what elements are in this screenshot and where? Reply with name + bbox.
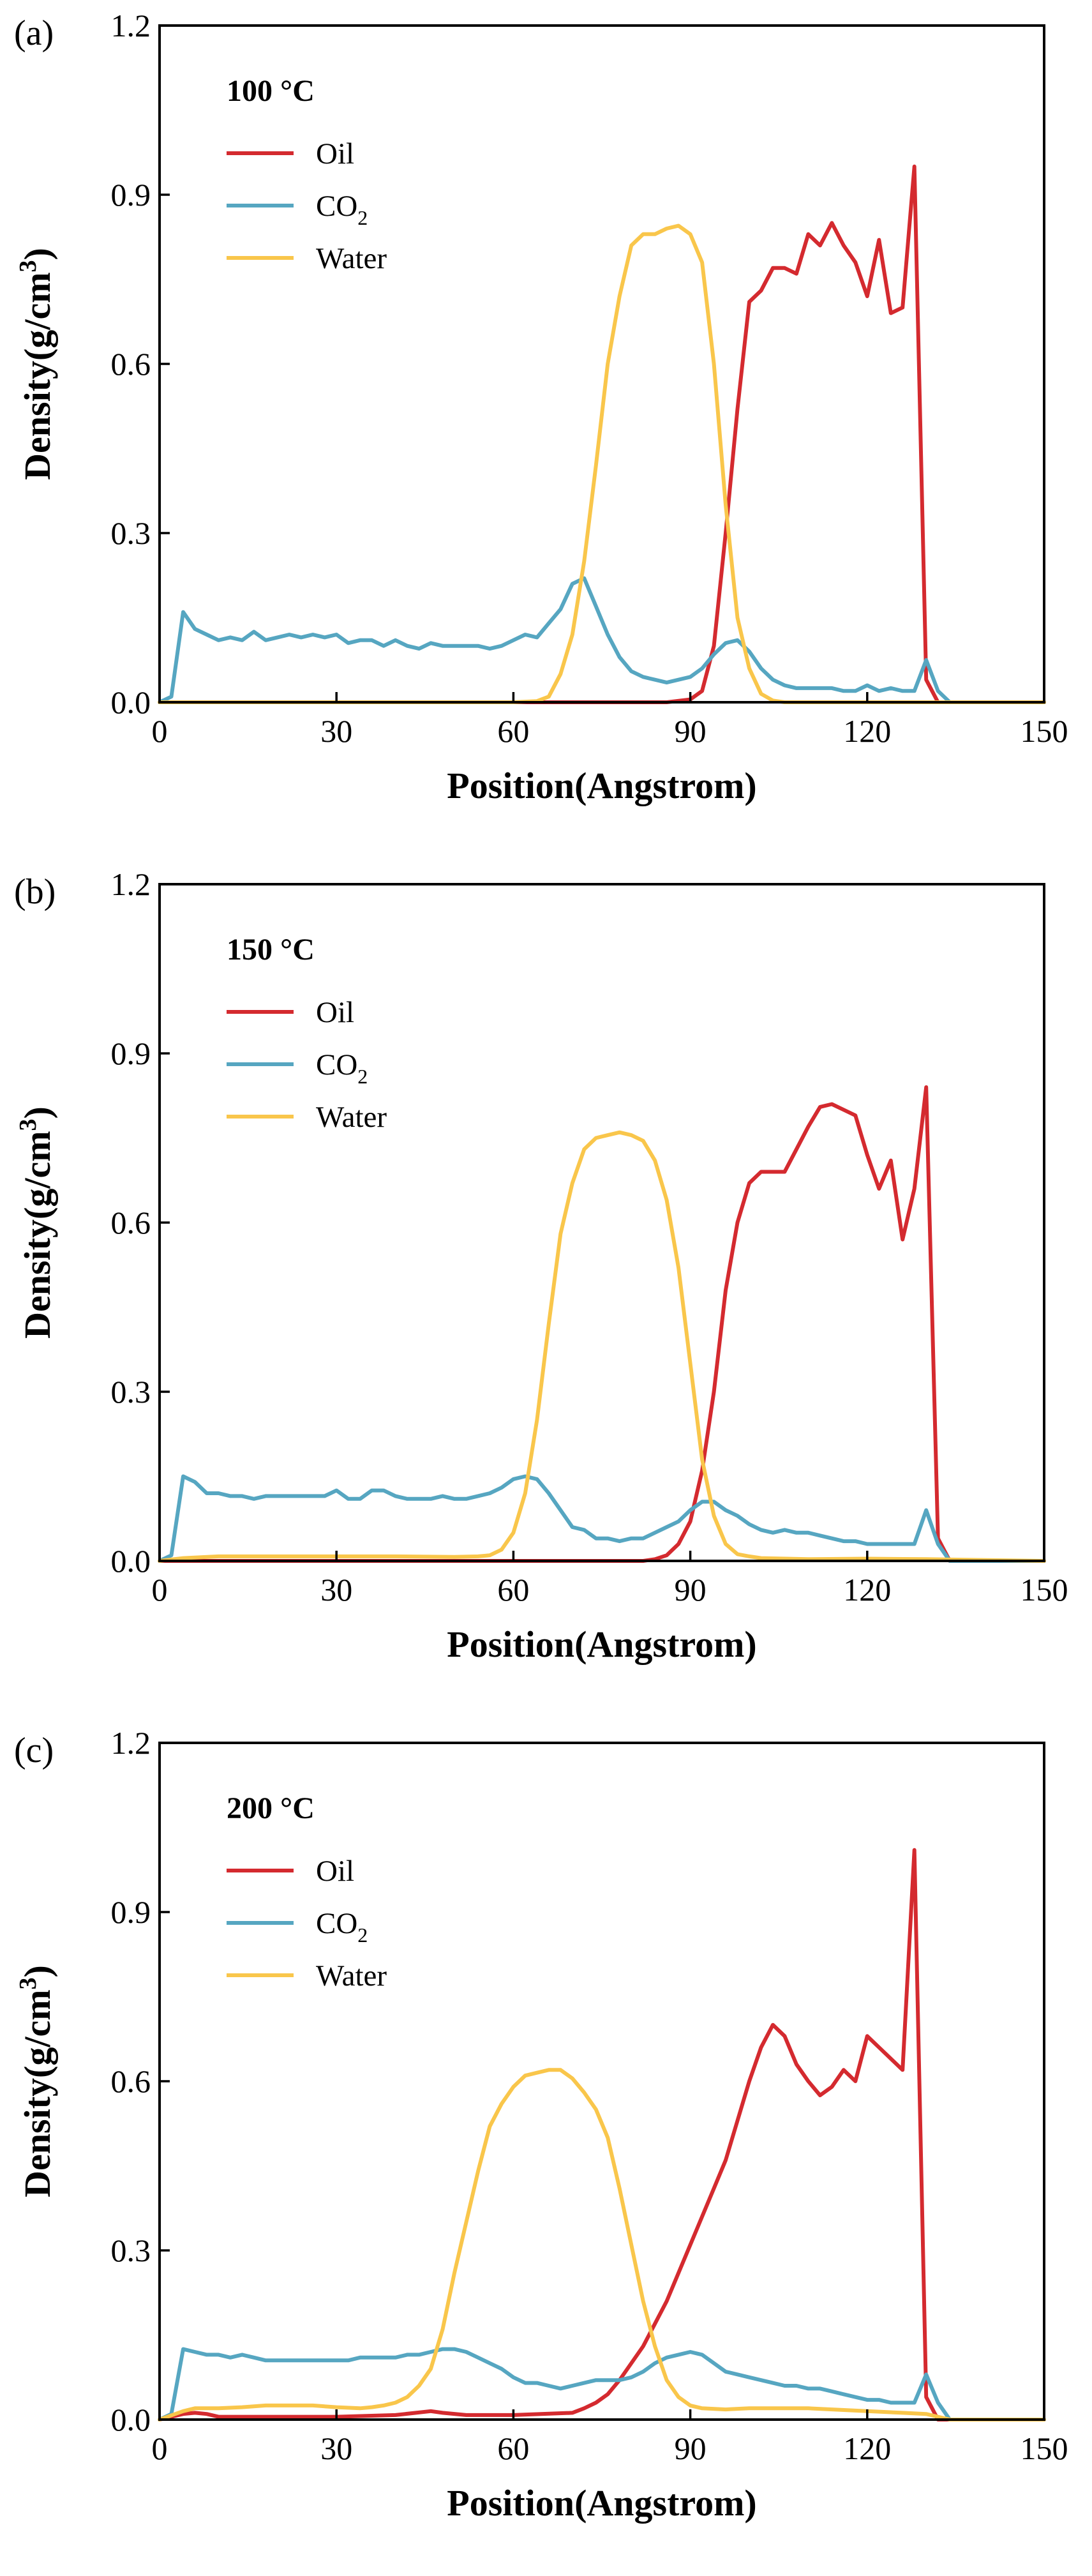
x-axis-label: Position(Angstrom) xyxy=(447,765,756,806)
x-tick-label: 150 xyxy=(1021,713,1068,749)
legend-label-oil: Oil xyxy=(316,137,354,170)
legend-label-water: Water xyxy=(316,1959,387,1992)
legend-label-water: Water xyxy=(316,242,387,275)
x-tick-label: 90 xyxy=(675,713,707,749)
legend-label-text: CO xyxy=(316,1048,357,1081)
x-tick-label: 120 xyxy=(843,2430,891,2466)
series-group xyxy=(158,1085,1046,1563)
series-line-co2 xyxy=(158,2347,1046,2422)
y-tick-label: 0.3 xyxy=(111,1374,151,1410)
series-group xyxy=(158,164,1046,704)
x-tick-label: 30 xyxy=(320,1572,352,1608)
legend-label-co2: CO2 xyxy=(316,1048,368,1088)
temperature-annotation: 150 °C xyxy=(227,933,315,967)
x-tick-label: 30 xyxy=(320,713,352,749)
series-group xyxy=(158,1848,1046,2422)
x-tick-label: 0 xyxy=(152,2430,168,2466)
panel-label: (a) xyxy=(14,13,54,53)
x-tick-label: 0 xyxy=(152,1572,168,1608)
plot-area-frame xyxy=(158,883,1045,1562)
legend-label-co2: CO2 xyxy=(316,1907,368,1947)
legend-label-co2: CO2 xyxy=(316,190,368,229)
y-tick-label: 1.2 xyxy=(111,1725,151,1761)
x-tick-label: 120 xyxy=(843,713,891,749)
x-tick-label: 90 xyxy=(675,2430,707,2466)
legend-label-water: Water xyxy=(316,1101,387,1134)
legend-label-subscript: 2 xyxy=(357,206,368,229)
y-tick-label: 0.6 xyxy=(111,1205,151,1240)
legend: Oil CO2 Water xyxy=(227,1855,387,1992)
x-tick-label: 0 xyxy=(152,713,168,749)
panel-b: (b) 0 30 60 90 120 150 0.0 0.3 0.6 0.9 1.2 Position(… xyxy=(14,866,1068,1665)
x-tick-label: 60 xyxy=(497,2430,529,2466)
legend-label-subscript: 2 xyxy=(357,1924,368,1947)
legend-label-oil: Oil xyxy=(316,1855,354,1888)
x-tick-label: 90 xyxy=(675,1572,707,1608)
x-tick-label: 150 xyxy=(1021,2430,1068,2466)
x-tick-label: 120 xyxy=(843,1572,891,1608)
series-line-oil xyxy=(158,1085,1046,1563)
legend-label-text: Oil xyxy=(316,137,354,170)
panel-label: (b) xyxy=(14,872,56,912)
y-tick-label: 0.3 xyxy=(111,2233,151,2268)
y-tick-label: 1.2 xyxy=(111,8,151,43)
y-axis-label: Density(g/cm3) xyxy=(15,248,58,480)
y-axis-label: Density(g/cm3) xyxy=(15,1106,58,1339)
y-axis-label-main: Density(g/cm xyxy=(17,272,58,479)
x-tick-label: 60 xyxy=(497,713,529,749)
series-line-oil xyxy=(158,164,1046,704)
x-tick-label: 60 xyxy=(497,1572,529,1608)
panel-c: (c) 0 30 60 90 120 150 0.0 0.3 0.6 0.9 1.2 Position(… xyxy=(14,1725,1068,2524)
y-tick-label: 0.9 xyxy=(111,1894,151,1930)
legend-label-text: Water xyxy=(316,1959,387,1992)
plot-area-frame xyxy=(158,1742,1045,2421)
plot-area-frame xyxy=(158,24,1045,704)
series-line-co2 xyxy=(158,1474,1046,1563)
y-axis-label-superscript: 3 xyxy=(15,1977,41,1989)
series-line-water xyxy=(158,223,1046,704)
y-axis-label-close: ) xyxy=(17,1965,58,1977)
legend-label-text: CO xyxy=(316,190,357,223)
temperature-annotation: 200 °C xyxy=(227,1791,315,1825)
series-line-water xyxy=(158,1130,1046,1563)
panel-label: (c) xyxy=(14,1731,54,1770)
x-axis-label: Position(Angstrom) xyxy=(447,2482,756,2524)
x-tick-label: 30 xyxy=(320,2430,352,2466)
y-axis-label-superscript: 3 xyxy=(15,1119,41,1131)
y-axis-label-close: ) xyxy=(17,248,58,260)
y-tick-label: 0.6 xyxy=(111,2063,151,2099)
y-tick-label: 0.9 xyxy=(111,177,151,213)
x-tick-label: 150 xyxy=(1021,1572,1068,1608)
y-axis-label-main: Density(g/cm xyxy=(17,1989,58,2197)
legend-label-oil: Oil xyxy=(316,996,354,1029)
x-axis-label: Position(Angstrom) xyxy=(447,1623,756,1665)
y-axis-label-main: Density(g/cm xyxy=(17,1131,58,1338)
legend: Oil CO2 Water xyxy=(227,137,387,275)
legend-label-text: CO xyxy=(316,1907,357,1940)
legend-label-text: Water xyxy=(316,1101,387,1134)
y-tick-label: 0.0 xyxy=(111,1543,151,1579)
series-line-water xyxy=(158,2068,1046,2422)
y-tick-label: 0.0 xyxy=(111,2402,151,2437)
series-line-oil xyxy=(158,1848,1046,2422)
y-tick-label: 0.9 xyxy=(111,1036,151,1071)
temperature-annotation: 100 °C xyxy=(227,74,315,108)
y-axis-label-superscript: 3 xyxy=(15,260,41,272)
y-tick-label: 0.3 xyxy=(111,515,151,551)
series-line-co2 xyxy=(158,576,1046,704)
legend-label-subscript: 2 xyxy=(357,1065,368,1088)
legend-label-text: Oil xyxy=(316,996,354,1029)
panel-a: (a) 0 30 60 90 120 150 0.0 0.3 0.6 0.9 1.2 Position(… xyxy=(14,8,1068,806)
y-axis-label-close: ) xyxy=(17,1106,58,1119)
legend-label-text: Oil xyxy=(316,1855,354,1888)
y-tick-label: 0.0 xyxy=(111,684,151,720)
y-axis-label: Density(g/cm3) xyxy=(15,1965,58,2197)
y-tick-label: 0.6 xyxy=(111,346,151,382)
legend-label-text: Water xyxy=(316,242,387,275)
y-tick-label: 1.2 xyxy=(111,866,151,902)
legend: Oil CO2 Water xyxy=(227,996,387,1134)
